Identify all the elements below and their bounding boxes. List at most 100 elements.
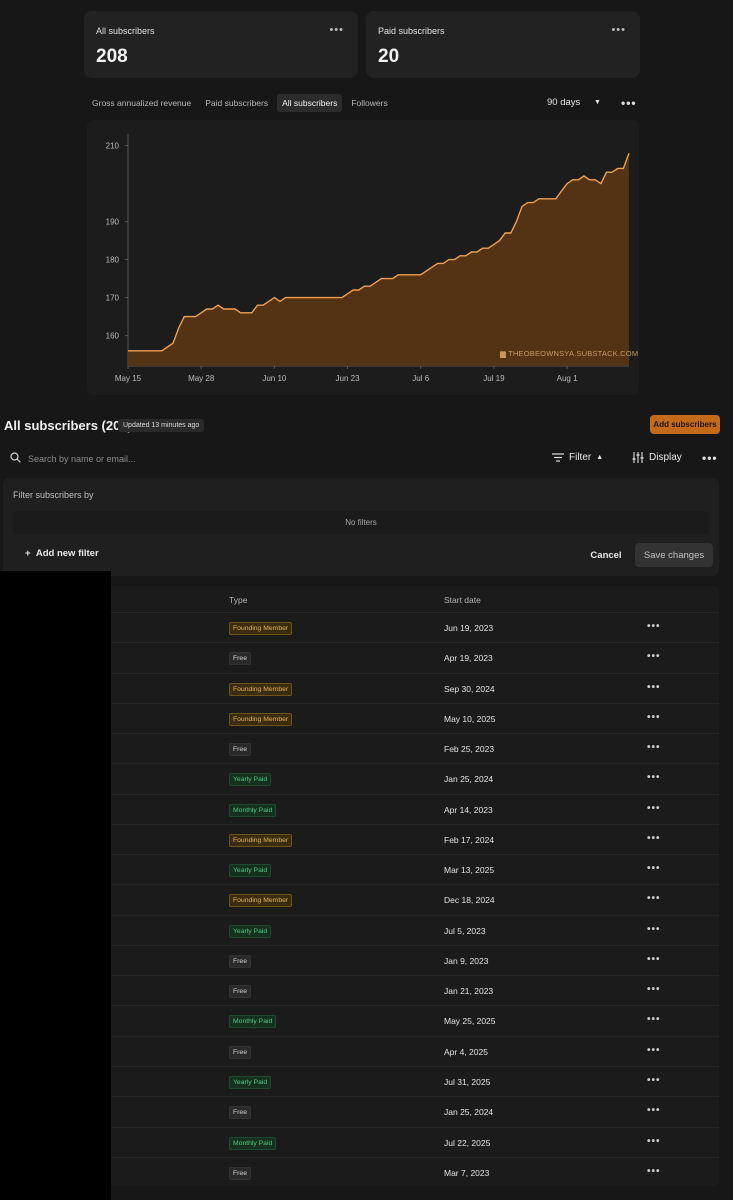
stat-card-all-subscribers[interactable]: All subscribers 208 ••• [84,11,358,78]
type-badge: Monthly Paid [229,1015,277,1029]
range-select[interactable]: 90 days [547,97,581,108]
display-label: Display [649,452,682,463]
filter-lines-icon [552,453,564,462]
more-horizontal-icon[interactable]: ••• [329,24,344,36]
add-subscribers-button[interactable]: Add subscribers [650,415,720,434]
column-header-start-date[interactable]: Start date [444,595,481,605]
more-horizontal-icon[interactable]: ••• [621,96,637,110]
more-horizontal-icon[interactable]: ••• [702,451,718,465]
y-tick-label: 210 [106,142,120,151]
search-input[interactable] [28,451,508,466]
start-date: May 10, 2025 [444,713,496,724]
x-tick-label: Jul 6 [412,374,429,383]
more-horizontal-icon[interactable]: ••• [647,1165,661,1177]
section-title: All subscribers (208) [4,418,132,433]
type-badge: Founding Member [229,894,293,908]
stat-card-label: Paid subscribers [378,26,445,36]
y-tick-label: 180 [106,256,120,265]
more-horizontal-icon[interactable]: ••• [647,863,661,875]
start-date: Jan 21, 2023 [444,986,494,997]
watermark-text: THEOBEOWNSYA.SUBSTACK.COM [508,349,639,358]
cancel-button[interactable]: Cancel [590,549,622,561]
start-date: Jan 9, 2023 [444,955,489,966]
more-horizontal-icon[interactable]: ••• [647,802,661,814]
stat-card-paid-subscribers[interactable]: Paid subscribers 20 ••• [366,11,640,78]
caret-down-icon[interactable]: ▼ [594,99,601,106]
filter-panel: Filter subscribers by No filters + Add n… [3,478,719,576]
start-date: Sep 30, 2024 [444,683,495,694]
start-date: Dec 18, 2024 [444,895,495,906]
filter-button[interactable]: Filter ▲ [552,452,603,463]
x-tick-label: Aug 1 [557,374,578,383]
tab-gross-annualized-revenue[interactable]: Gross annualized revenue [92,98,192,108]
more-horizontal-icon[interactable]: ••• [647,651,661,663]
type-badge: Free [229,1045,251,1059]
more-horizontal-icon[interactable]: ••• [647,681,661,693]
add-new-filter-button[interactable]: + Add new filter [25,548,99,559]
y-tick-label: 170 [106,294,120,303]
tab-followers[interactable]: Followers [351,98,388,108]
x-tick-label: May 15 [115,374,142,383]
start-date: Feb 17, 2024 [444,834,495,845]
start-date: Jan 25, 2024 [444,774,494,785]
more-horizontal-icon[interactable]: ••• [647,953,661,965]
redaction-block [0,571,111,1200]
type-badge: Free [229,1106,251,1120]
start-date: Jun 19, 2023 [444,623,494,633]
tab-paid-subscribers[interactable]: Paid subscribers [205,98,269,108]
display-button[interactable]: Display [632,452,682,463]
x-tick-label: Jun 10 [262,374,287,383]
start-date: Apr 19, 2023 [444,653,493,664]
x-tick-label: May 28 [188,374,215,383]
more-horizontal-icon[interactable]: ••• [647,1135,661,1147]
stat-card-value: 208 [96,46,128,67]
stat-card-label: All subscribers [96,26,155,36]
filter-panel-label: Filter subscribers by [13,490,94,500]
table-row[interactable]: Free Feb 25, 2023 ••• [3,734,719,765]
start-date: Apr 4, 2025 [444,1046,488,1057]
filter-label: Filter [569,452,592,463]
y-tick-label: 160 [106,332,120,341]
start-date: Apr 14, 2023 [444,804,493,815]
more-horizontal-icon[interactable]: ••• [647,1014,661,1026]
more-horizontal-icon[interactable]: ••• [647,772,661,784]
more-horizontal-icon[interactable]: ••• [647,742,661,754]
more-horizontal-icon[interactable]: ••• [647,621,661,632]
no-filters-message: No filters [13,511,709,534]
start-date: Mar 13, 2025 [444,865,495,876]
add-filter-label: Add new filter [35,548,99,559]
updated-badge: Updated 13 minutes ago [118,419,205,432]
y-tick-label: 190 [106,218,120,227]
chart-tabs: Gross annualized revenue Paid subscriber… [87,94,393,112]
table-row[interactable]: Free Apr 19, 2023 ••• [3,643,719,674]
save-changes-button[interactable]: Save changes [635,543,713,567]
type-badge: Monthly Paid [229,1136,277,1150]
more-horizontal-icon[interactable]: ••• [647,832,661,844]
more-horizontal-icon[interactable]: ••• [647,1074,661,1086]
start-date: Jul 31, 2025 [444,1076,491,1087]
type-badge: Founding Member [229,682,293,696]
more-horizontal-icon[interactable]: ••• [647,711,661,723]
plus-icon: + [25,548,31,559]
subscriber-chart: 160 170 180 190 210 May 15 May 28 Jun 10 Jun 23 J… [87,120,639,395]
more-horizontal-icon[interactable]: ••• [647,984,661,996]
type-badge: Free [229,652,251,666]
type-badge: Yearly Paid [229,773,272,787]
tab-all-subscribers[interactable]: All subscribers [277,94,343,112]
more-horizontal-icon[interactable]: ••• [611,24,626,36]
series-area [128,153,629,366]
more-horizontal-icon[interactable]: ••• [647,1044,661,1056]
start-date: Jul 5, 2023 [444,925,486,936]
stat-card-value: 20 [378,46,400,67]
series-line [128,152,630,352]
column-header-type[interactable]: Type [229,595,248,605]
start-date: Jan 25, 2024 [444,1107,494,1118]
more-horizontal-icon[interactable]: ••• [647,893,661,905]
more-horizontal-icon[interactable]: ••• [647,923,661,935]
sliders-icon [632,452,644,463]
type-badge: Yearly Paid [229,1075,272,1089]
start-date: Feb 25, 2023 [444,744,495,755]
more-horizontal-icon[interactable]: ••• [647,1105,661,1117]
